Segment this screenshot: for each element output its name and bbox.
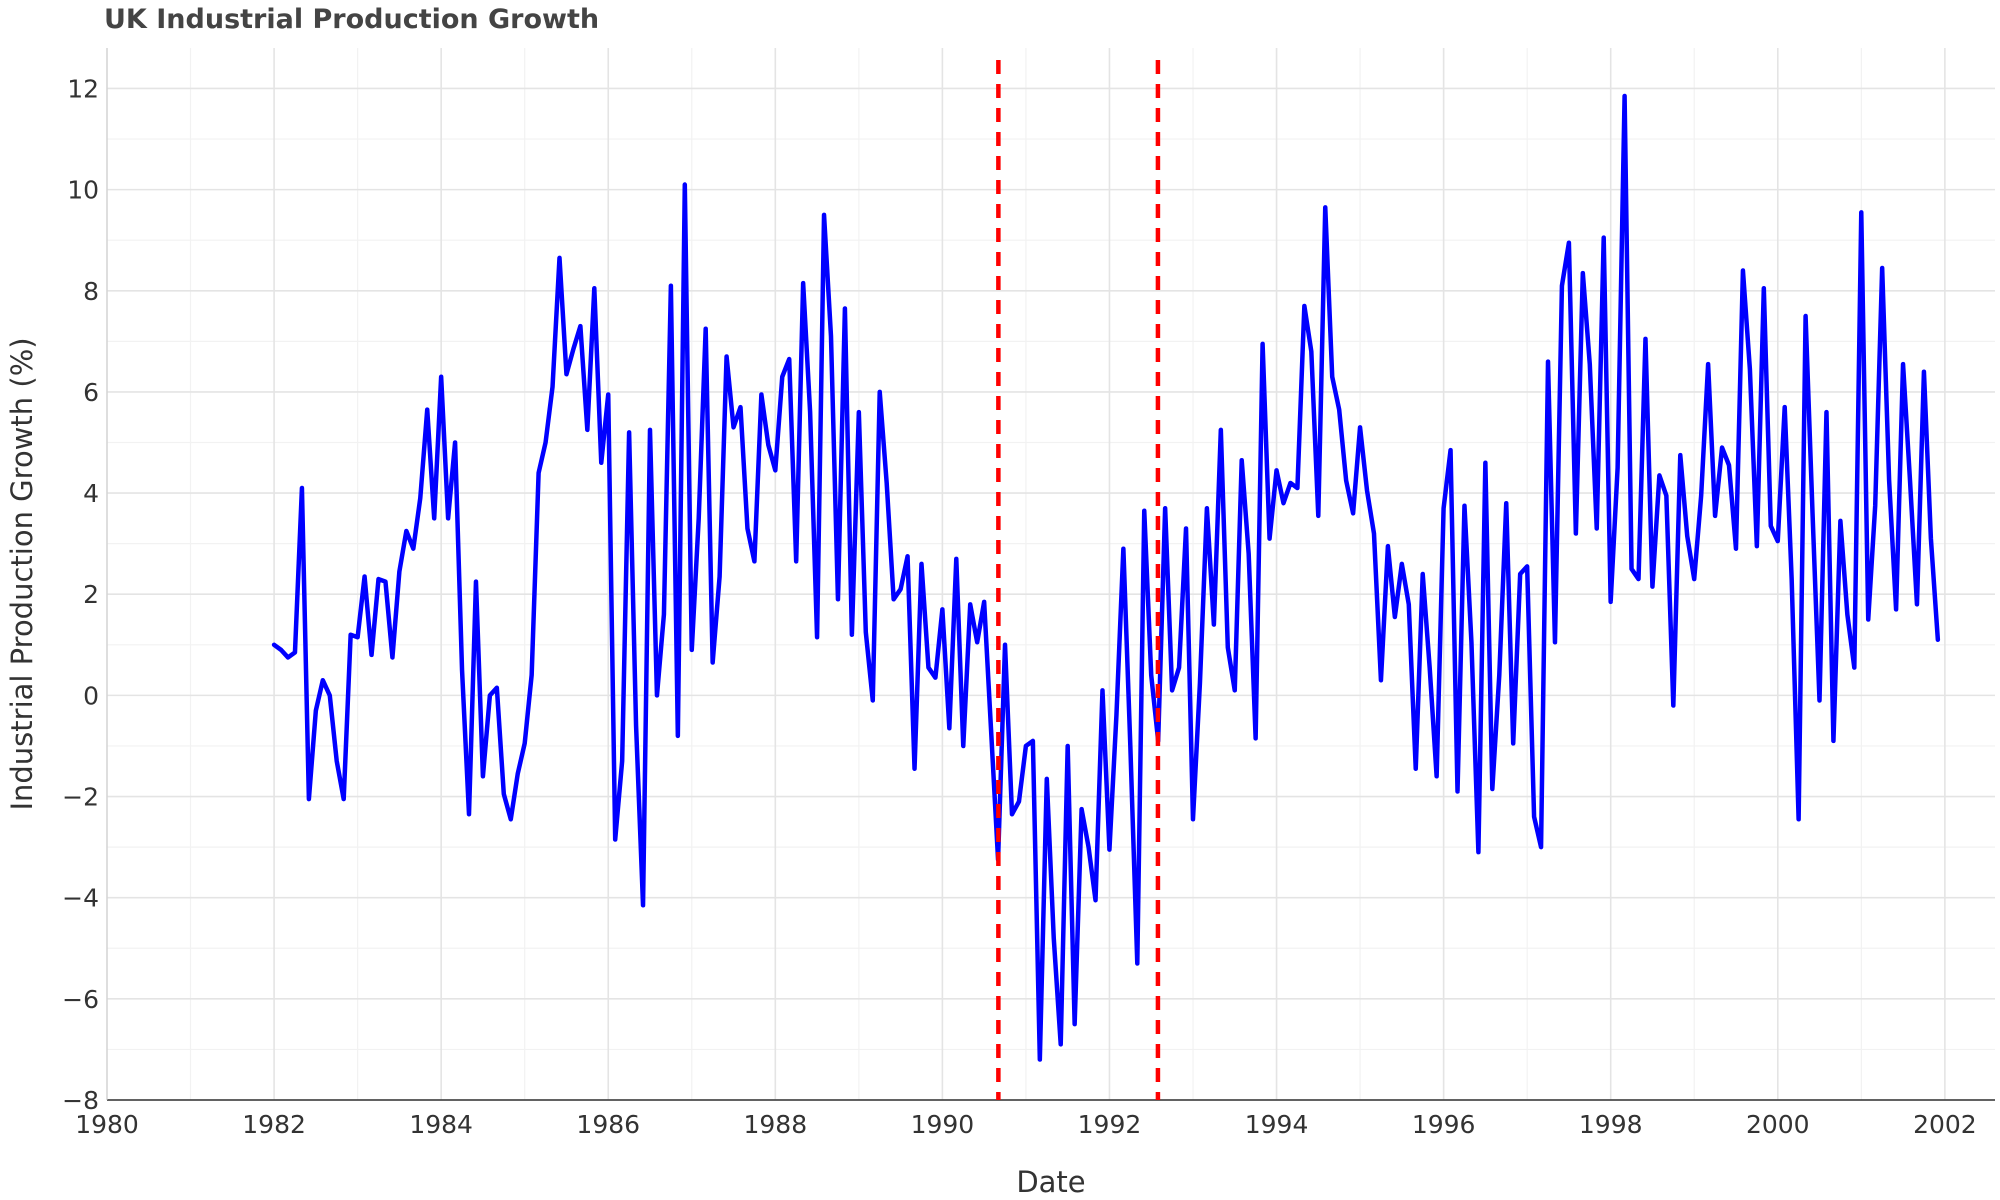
x-tick-label: 1982 — [242, 1110, 306, 1139]
y-tick-label: −2 — [62, 783, 99, 812]
x-axis-title: Date — [1016, 1165, 1085, 1199]
y-tick-label: 12 — [67, 74, 99, 103]
x-tick-label: 2002 — [1913, 1110, 1977, 1139]
y-tick-label: −4 — [62, 884, 99, 913]
x-tick-label: 1998 — [1579, 1110, 1643, 1139]
y-tick-label: 6 — [83, 378, 99, 407]
x-tick-label: 1994 — [1245, 1110, 1309, 1139]
y-tick-label: −8 — [62, 1086, 99, 1115]
x-tick-label: 1980 — [75, 1110, 139, 1139]
y-tick-label: 10 — [67, 176, 99, 205]
x-tick-label: 1986 — [576, 1110, 640, 1139]
chart-title: UK Industrial Production Growth — [104, 4, 600, 35]
x-tick-label: 1990 — [911, 1110, 975, 1139]
x-tick-label: 1988 — [744, 1110, 808, 1139]
y-tick-label: −6 — [62, 985, 99, 1014]
y-tick-label: 8 — [83, 277, 99, 306]
x-tick-label: 1992 — [1078, 1110, 1142, 1139]
series-line — [271, 93, 1941, 1062]
x-tick-label: 2000 — [1746, 1110, 1810, 1139]
y-tick-label: 2 — [83, 580, 99, 609]
x-tick-label: 1996 — [1412, 1110, 1476, 1139]
y-tick-label: 0 — [83, 681, 99, 710]
y-tick-label: 4 — [83, 479, 99, 508]
x-tick-label: 1984 — [409, 1110, 473, 1139]
y-axis-title: Industrial Production Growth (%) — [5, 337, 39, 810]
